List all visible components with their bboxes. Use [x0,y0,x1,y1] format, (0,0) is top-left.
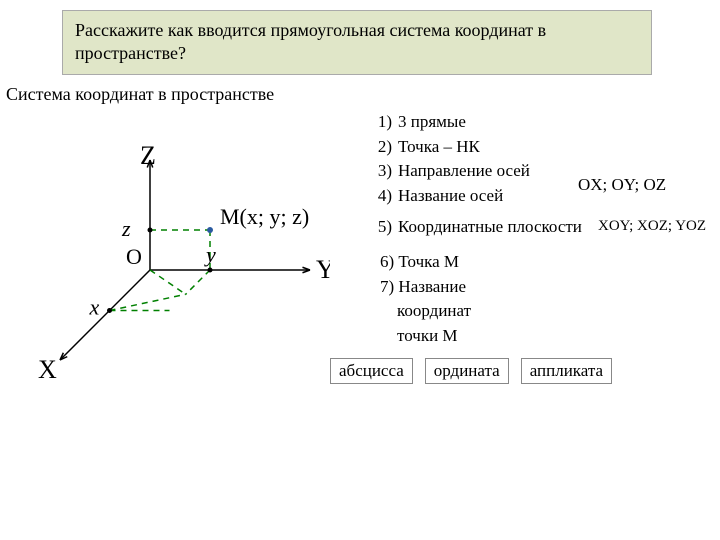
list-item: 4) Название осей [370,184,530,209]
coord-svg: Zz M(x; y; z) Oy Yx X [30,120,330,380]
svg-text:X: X [38,355,57,380]
block6-line: координат [380,299,471,324]
list-text: Координатные плоскости [398,217,582,236]
steps-6-7: 6) Точка М7) Название координат точки М [380,250,471,349]
svg-text:Z: Z [140,141,156,170]
list-num: 5) [370,215,392,240]
planes-label: XOY; XOZ; YOZ [598,218,706,235]
list-text: 3 прямые [398,112,466,131]
step-5: 5) Координатные плоскости [370,215,582,240]
axis-names-text: OX; OY; OZ [578,175,666,194]
svg-text:M(x; y; z): M(x; y; z) [220,204,309,229]
list-num: 4) [370,184,392,209]
axis-names-label: OX; OY; OZ [578,175,666,195]
term-box: абсцисса [330,358,413,384]
list-item: 2) Точка – НК [370,135,530,160]
term-box: аппликата [521,358,612,384]
block6-line: 7) Название [380,275,471,300]
block6-line: точки М [380,324,471,349]
planes-text: XOY; XOZ; YOZ [598,218,706,234]
term-box: ордината [425,358,509,384]
list-item: 3) Направление осей [370,159,530,184]
list-text: Название осей [398,186,503,205]
coord-terms: абсцисса ордината аппликата [330,358,624,384]
svg-text:y: y [204,242,216,267]
list-num: 2) [370,135,392,160]
title-text: Расскажите как вводится прямоугольная си… [75,20,546,63]
svg-text:Y: Y [316,255,330,284]
list-item: 1) 3 прямые [370,110,530,135]
subtitle: Система координат в пространстве [6,84,274,105]
list-text: Точка – НК [398,137,480,156]
subtitle-text: Система координат в пространстве [6,84,274,104]
list-num: 1) [370,110,392,135]
coord-diagram: Zz M(x; y; z) Oy Yx X [30,120,330,380]
block6-line: 6) Точка М [380,250,471,275]
list-num: 3) [370,159,392,184]
title-bar: Расскажите как вводится прямоугольная си… [62,10,652,75]
svg-text:z: z [121,216,131,241]
list-text: Направление осей [398,161,530,180]
svg-text:O: O [126,244,142,269]
list-item: 5) Координатные плоскости [370,215,582,240]
steps-list: 1) 3 прямые 2) Точка – НК 3) Направление осей… [370,110,530,209]
svg-text:x: x [89,295,100,320]
